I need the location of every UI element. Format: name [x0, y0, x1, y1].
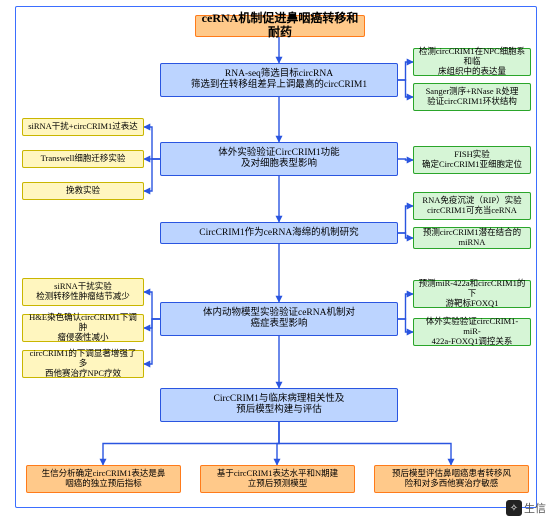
flowchart-stage: ✧ 生信 ceRNA机制促进鼻咽癌转移和耐药 RNA-seq筛选目标circRNA… [0, 0, 550, 518]
node-title: ceRNA机制促进鼻咽癌转移和耐药 [195, 15, 365, 37]
node-c1: RNA-seq筛选目标circRNA筛选到在转移组差异上调最高的circCRIM… [160, 63, 398, 97]
node-r7: 体外实验验证circCRIM1-miR-422a-FOXQ1调控关系 [413, 318, 531, 346]
node-r1: 检测circCRIM1在NPC细胞系和临床组织中的表达量 [413, 48, 531, 76]
node-c5: CircCRIM1与临床病理相关性及预后模型构建与评估 [160, 388, 398, 422]
node-r6: 预测miR-422a和circCRIM1的下游靶标FOXQ1 [413, 280, 531, 308]
node-b3: 预后模型评估鼻咽癌患者转移风险和对多西他赛治疗敏感 [374, 465, 529, 493]
node-r2: Sanger测序+RNase R处理验证circCRIM1环状结构 [413, 83, 531, 111]
node-l3: 挽救实验 [22, 182, 144, 200]
node-l5: H&E染色确认circCRIM1下调肿瘤侵袭性减小 [22, 314, 144, 342]
node-c4: 体内动物模型实验验证ceRNA机制对癌症表型影响 [160, 302, 398, 336]
node-l4: siRNA干扰实验检测转移性肿瘤结节减少 [22, 278, 144, 306]
node-r4: RNA免疫沉淀（RIP）实验circCRIM1可充当ceRNA [413, 192, 531, 220]
node-r5: 预测circCRIM1潜在结合的miRNA [413, 227, 531, 249]
node-b1: 生信分析确定circCRIM1表达是鼻咽癌的独立预后指标 [26, 465, 181, 493]
node-l6: circCRIM1的下调显著增强了多西他赛治疗NPC疗效 [22, 350, 144, 378]
watermark: ✧ 生信 [506, 500, 546, 516]
node-c2: 体外实验验证CircCRIM1功能及对细胞表型影响 [160, 142, 398, 176]
watermark-text: 生信 [524, 500, 546, 516]
node-r3: FISH实验确定CircCRIM1亚细胞定位 [413, 146, 531, 174]
node-b2: 基于circCRIM1表达水平和N期建立预后预测模型 [200, 465, 355, 493]
watermark-icon: ✧ [506, 500, 522, 516]
node-l1: siRNA干扰+circCRIM1过表达 [22, 118, 144, 136]
node-c3: CircCRIM1作为ceRNA海绵的机制研究 [160, 222, 398, 244]
node-l2: Transwell细胞迁移实验 [22, 150, 144, 168]
